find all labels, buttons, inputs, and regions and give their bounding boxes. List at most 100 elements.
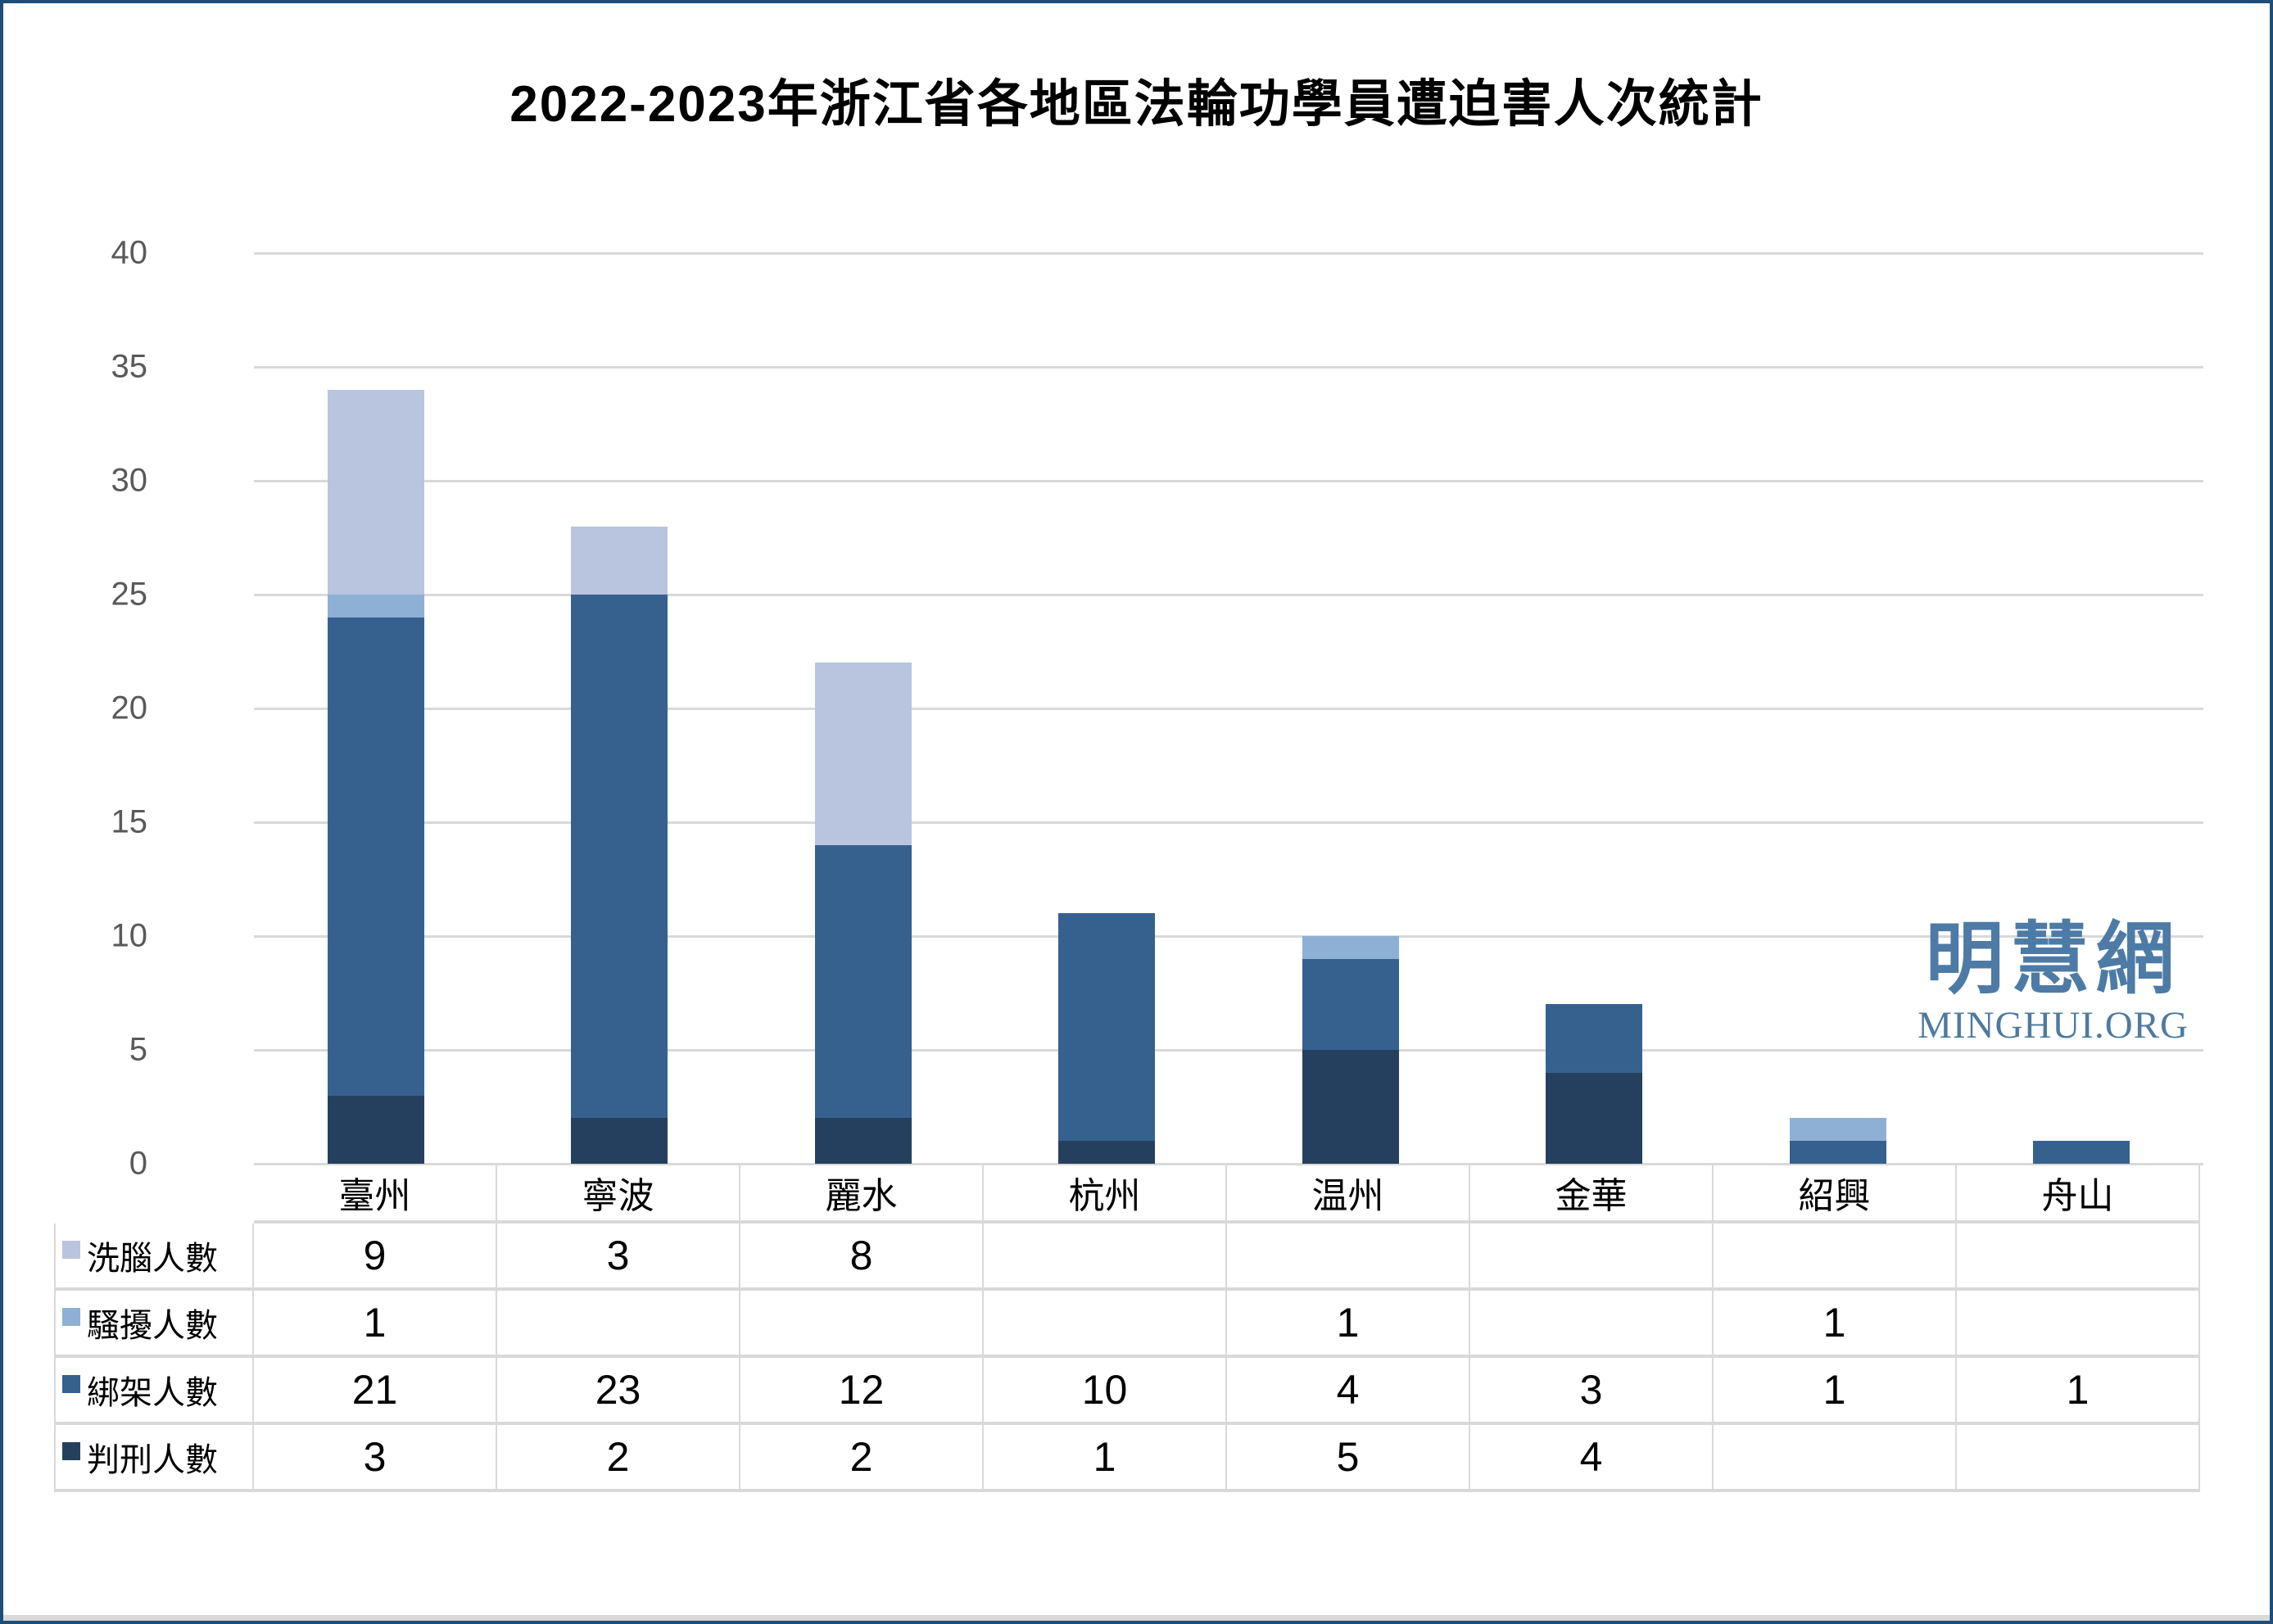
bar-segment-綁架人數 <box>1302 958 1399 1050</box>
y-axis-tick-label: 35 <box>111 348 148 385</box>
chart-title: 2022-2023年浙江省各地區法輪功學員遭迫害人次統計 <box>509 76 1764 133</box>
value-cell-寧波-綁架人數: 23 <box>497 1358 740 1425</box>
y-axis-tick-label: 25 <box>111 576 148 613</box>
bar-segment-判刑人數 <box>571 1118 668 1164</box>
legend-cell-綁架人數: 綁架人數 <box>54 1358 254 1425</box>
value-cell-寧波-騷擾人數 <box>497 1291 740 1358</box>
data-table: 臺州 寧波 麗水 杭州 温州 金華 紹興 舟山 洗腦人數 9 3 8 騷擾人數 1 1 1 綁架人數 21 23 12… <box>54 1164 2200 1492</box>
legend-label: 洗腦人數 <box>87 1241 218 1277</box>
y-axis-tick-label: 30 <box>111 462 148 499</box>
legend-cell-判刑人數: 判刑人數 <box>54 1425 254 1492</box>
bar-segment-騷擾人數 <box>1789 1118 1886 1142</box>
bar-segment-判刑人數 <box>814 1118 912 1164</box>
value-cell-臺州-判刑人數: 3 <box>254 1425 497 1492</box>
value-cell-杭州-洗腦人數 <box>984 1224 1227 1291</box>
y-axis-tick-label: 10 <box>111 917 148 954</box>
bar-segment-綁架人數 <box>1546 1004 1643 1073</box>
legend-swatch <box>62 1241 80 1259</box>
value-cell-温州-判刑人數: 5 <box>1227 1425 1470 1492</box>
column-header-紹興: 紹興 <box>1714 1164 1957 1224</box>
value-cell-杭州-綁架人數: 10 <box>984 1358 1227 1425</box>
bar-segment-綁架人數 <box>1789 1141 1886 1164</box>
gridline-y-35 <box>254 365 2203 369</box>
value-cell-金華-判刑人數: 4 <box>1470 1425 1714 1492</box>
value-cell-舟山-綁架人數: 1 <box>1957 1358 2200 1425</box>
value-cell-温州-洗腦人數 <box>1227 1224 1470 1291</box>
minghui-logo-cn: 明慧網 <box>1925 916 2181 1003</box>
bar-segment-綁架人數 <box>571 595 668 1119</box>
bar-segment-綁架人數 <box>2033 1141 2130 1164</box>
bar-segment-判刑人數 <box>327 1095 424 1164</box>
column-header-寧波: 寧波 <box>497 1164 740 1224</box>
value-cell-麗水-綁架人數: 12 <box>740 1358 984 1425</box>
gridline-y-30 <box>254 479 2203 482</box>
bar-segment-判刑人數 <box>1302 1050 1399 1164</box>
bar-segment-判刑人數 <box>1058 1141 1156 1164</box>
table-corner-cell <box>54 1164 254 1224</box>
value-cell-温州-騷擾人數: 1 <box>1227 1291 1470 1358</box>
column-header-麗水: 麗水 <box>740 1164 984 1224</box>
value-cell-麗水-洗腦人數: 8 <box>740 1224 984 1291</box>
value-cell-紹興-判刑人數 <box>1714 1425 1957 1492</box>
gridline-y-0 <box>254 1162 2203 1165</box>
bar-杭州 <box>985 253 1229 1164</box>
column-header-金華: 金華 <box>1470 1164 1714 1224</box>
gridline-y-15 <box>254 821 2203 824</box>
value-cell-舟山-判刑人數 <box>1957 1425 2200 1492</box>
value-cell-温州-綁架人數: 4 <box>1227 1358 1470 1425</box>
value-cell-紹興-洗腦人數 <box>1714 1224 1957 1291</box>
bottom-strip <box>3 1615 2270 1621</box>
value-cell-臺州-綁架人數: 21 <box>254 1358 497 1425</box>
column-header-温州: 温州 <box>1227 1164 1470 1224</box>
legend-swatch <box>62 1375 80 1393</box>
column-header-杭州: 杭州 <box>984 1164 1227 1224</box>
plot-area: 0 5 10 15 20 25 30 35 40 <box>111 235 2204 1182</box>
value-cell-麗水-騷擾人數 <box>740 1291 984 1358</box>
legend-cell-洗腦人數: 洗腦人數 <box>54 1224 254 1291</box>
value-cell-臺州-騷擾人數: 1 <box>254 1291 497 1358</box>
bar-segment-綁架人數 <box>1058 913 1156 1142</box>
value-cell-舟山-騷擾人數 <box>1957 1291 2200 1358</box>
legend-cell-騷擾人數: 騷擾人數 <box>54 1291 254 1358</box>
gridline-y-20 <box>254 707 2203 710</box>
minghui-logo-en: MINGHUI.ORG <box>1918 1003 2189 1047</box>
bar-segment-騷擾人數 <box>1302 936 1399 959</box>
value-cell-杭州-騷擾人數 <box>984 1291 1227 1358</box>
bar-寧波 <box>498 253 742 1164</box>
value-cell-紹興-綁架人數: 1 <box>1714 1358 1957 1425</box>
column-header-舟山: 舟山 <box>1957 1164 2200 1224</box>
bar-臺州 <box>254 253 498 1164</box>
bar-温州 <box>1229 253 1473 1164</box>
value-cell-舟山-洗腦人數 <box>1957 1224 2200 1291</box>
bar-金華 <box>1473 253 1717 1164</box>
value-cell-金華-洗腦人數 <box>1470 1224 1714 1291</box>
value-cell-麗水-判刑人數: 2 <box>740 1425 984 1492</box>
y-axis-tick-label: 40 <box>111 234 148 271</box>
bar-segment-判刑人數 <box>1546 1072 1643 1164</box>
legend-label: 判刑人數 <box>87 1442 218 1478</box>
bar-segment-綁架人數 <box>327 617 424 1096</box>
bar-segment-綁架人數 <box>814 844 912 1119</box>
value-cell-金華-騷擾人數 <box>1470 1291 1714 1358</box>
value-cell-寧波-洗腦人數: 3 <box>497 1224 740 1291</box>
bar-segment-洗腦人數 <box>327 389 424 595</box>
value-cell-臺州-洗腦人數: 9 <box>254 1224 497 1291</box>
minghui-watermark: 明慧網 MINGHUI.ORG <box>1912 916 2194 1047</box>
y-axis-tick-label: 20 <box>111 690 148 726</box>
bar-segment-騷擾人數 <box>327 595 424 617</box>
y-axis-tick-label: 0 <box>129 1145 147 1182</box>
legend-label: 綁架人數 <box>87 1375 218 1411</box>
bar-舟山 <box>1960 253 2204 1164</box>
legend-label: 騷擾人數 <box>87 1308 218 1344</box>
gridline-y-40 <box>254 251 2203 255</box>
bar-segment-洗腦人數 <box>571 526 668 595</box>
legend-swatch <box>62 1308 80 1326</box>
value-cell-紹興-騷擾人數: 1 <box>1714 1291 1957 1358</box>
column-header-臺州: 臺州 <box>254 1164 497 1224</box>
gridline-y-5 <box>254 1048 2203 1052</box>
gridline-y-25 <box>254 593 2203 596</box>
bar-segment-洗腦人數 <box>814 663 912 845</box>
y-axis-tick-label: 15 <box>111 803 148 840</box>
value-cell-寧波-判刑人數: 2 <box>497 1425 740 1492</box>
